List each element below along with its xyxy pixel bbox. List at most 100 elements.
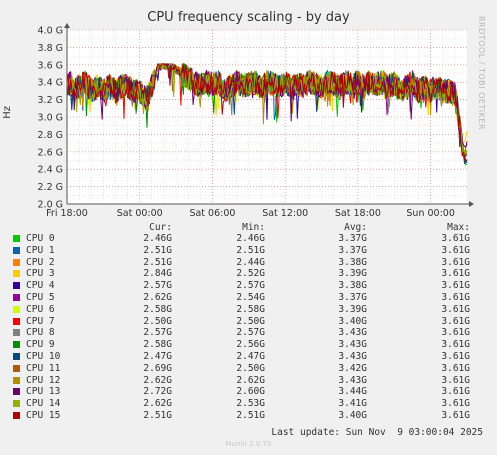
legend-series-name: CPU 7 — [26, 315, 55, 327]
legend-min-value: 2.57G — [236, 280, 265, 292]
legend-avg-value: 3.43G — [338, 351, 367, 362]
legend-avg-value: 3.40G — [338, 315, 367, 327]
legend-series-name: CPU 10 — [26, 351, 61, 362]
legend-series-name: CPU 9 — [26, 339, 55, 351]
legend-swatch — [13, 235, 20, 242]
legend-series-name: CPU 5 — [26, 292, 55, 303]
legend-min-value: 2.60G — [236, 386, 265, 398]
legend-series-name: CPU 15 — [26, 410, 61, 421]
legend-min-value: 2.50G — [236, 315, 265, 327]
legend-max-value: 3.61G — [441, 398, 470, 410]
legend-min-value: 2.57G — [236, 327, 265, 339]
legend-swatch — [13, 412, 20, 419]
legend-swatch — [13, 294, 20, 301]
series-lines — [66, 63, 468, 166]
legend-row: CPU 10 2.47G 2.47G 3.43G 3.61G — [0, 351, 497, 362]
legend-max-value: 3.61G — [441, 351, 470, 362]
x-tick-label: Sat 12:00 — [262, 208, 308, 219]
legend-cur-value: 2.57G — [143, 280, 172, 292]
rrdtool-watermark: RRDTOOL / TOBI OETIKER — [477, 16, 486, 131]
legend-cur-value: 2.62G — [143, 398, 172, 410]
legend-avg-value: 3.37G — [338, 292, 367, 303]
legend-row: CPU 15 2.51G 2.51G 3.40G 3.61G — [0, 410, 497, 421]
legend-max-value: 3.61G — [441, 374, 470, 386]
legend-max-value: 3.61G — [441, 268, 470, 280]
legend-max-value: 3.61G — [441, 280, 470, 292]
legend-swatch — [13, 270, 20, 278]
legend-row: CPU 13 2.72G 2.60G 3.44G 3.61G — [0, 386, 497, 397]
legend-series-name: CPU 14 — [26, 398, 61, 410]
legend-series-name: CPU 11 — [26, 362, 61, 374]
legend-avg-value: 3.39G — [338, 268, 367, 280]
legend-swatch — [13, 282, 20, 290]
legend-swatch — [13, 341, 20, 349]
legend-series-name: CPU 2 — [26, 256, 55, 268]
cur-header: Cur: — [149, 222, 172, 233]
legend-swatch — [13, 376, 20, 384]
legend-cur-value: 2.51G — [143, 256, 172, 268]
legend-cur-value: 2.46G — [143, 233, 172, 244]
y-tick-labels: 2.0 G 2.2 G 2.4 G 2.6 G 2.8 G 3.0 G 3.2 G 3.4 G… — [38, 26, 64, 211]
legend-max-value: 3.61G — [441, 233, 470, 244]
legend-max-value: 3.61G — [441, 303, 470, 315]
legend-swatch — [13, 353, 20, 360]
axes — [64, 23, 474, 207]
legend-cur-value: 2.57G — [143, 327, 172, 339]
x-axis-arrow — [469, 201, 474, 207]
legend-swatch — [13, 400, 20, 408]
legend-row: CPU 6 2.58G 2.58G 3.39G 3.61G — [0, 304, 497, 315]
legend-avg-value: 3.43G — [338, 327, 367, 339]
legend-min-value: 2.51G — [236, 410, 265, 421]
legend-cur-value: 2.51G — [143, 410, 172, 421]
legend-row: CPU 5 2.62G 2.54G 3.37G 3.61G — [0, 292, 497, 303]
legend-series-name: CPU 12 — [26, 374, 61, 386]
legend-avg-value: 3.38G — [338, 256, 367, 268]
legend-swatch — [13, 317, 20, 325]
legend-cur-value: 2.69G — [143, 362, 172, 374]
legend-cur-value: 2.58G — [143, 339, 172, 351]
legend-max-value: 3.61G — [441, 327, 470, 339]
legend-avg-value: 3.42G — [338, 362, 367, 374]
y-tick-label: 3.2 G — [38, 95, 64, 106]
legend-cur-value: 2.72G — [143, 386, 172, 398]
y-tick-label: 3.0 G — [38, 113, 64, 124]
legend-row: CPU 11 2.69G 2.50G 3.42G 3.61G — [0, 363, 497, 374]
frequency-chart: 2.0 G 2.2 G 2.4 G 2.6 G 2.8 G 3.0 G 3.2 G 3.4 G… — [38, 23, 474, 219]
legend-cur-value: 2.84G — [143, 268, 172, 280]
legend-max-value: 3.61G — [441, 315, 470, 327]
legend-max-value: 3.61G — [441, 339, 470, 351]
legend-min-value: 2.58G — [236, 303, 265, 315]
y-axis-arrow — [64, 23, 70, 28]
y-tick-label: 2.4 G — [38, 165, 64, 176]
y-tick-label: 3.8 G — [38, 43, 64, 54]
legend-min-value: 2.47G — [236, 351, 265, 362]
x-tick-label: Sun 00:00 — [406, 208, 454, 219]
legend-swatch — [13, 246, 20, 254]
min-header: Min: — [242, 222, 265, 233]
legend-avg-value: 3.38G — [338, 280, 367, 292]
legend-min-value: 2.56G — [236, 339, 265, 351]
legend-row: CPU 3 2.84G 2.52G 3.39G 3.61G — [0, 268, 497, 279]
legend-avg-value: 3.37G — [338, 233, 367, 244]
legend-max-value: 3.61G — [441, 292, 470, 303]
legend-row: CPU 12 2.62G 2.62G 3.43G 3.61G — [0, 375, 497, 386]
legend-avg-value: 3.43G — [338, 339, 367, 351]
legend-cur-value: 2.62G — [143, 292, 172, 303]
legend-max-value: 3.61G — [441, 386, 470, 398]
legend-avg-value: 3.37G — [338, 244, 367, 256]
x-tick-label: Fri 18:00 — [46, 208, 88, 219]
legend-avg-value: 3.40G — [338, 410, 367, 421]
x-tick-labels: Fri 18:00 Sat 00:00 Sat 06:00 Sat 12:00 Sat … — [46, 208, 455, 219]
legend-row: CPU 8 2.57G 2.57G 3.43G 3.61G — [0, 327, 497, 338]
legend-avg-value: 3.41G — [338, 398, 367, 410]
legend-cur-value: 2.62G — [143, 374, 172, 386]
x-tick-label: Sat 06:00 — [189, 208, 235, 219]
legend-series-name: CPU 6 — [26, 303, 55, 315]
y-tick-label: 2.6 G — [38, 147, 64, 158]
series-line-cpu-11 — [66, 63, 468, 154]
x-tick-label: Sat 18:00 — [335, 208, 381, 219]
legend-max-value: 3.61G — [441, 362, 470, 374]
legend-min-value: 2.50G — [236, 362, 265, 374]
legend-max-value: 3.61G — [441, 410, 470, 421]
legend-cur-value: 2.58G — [143, 303, 172, 315]
